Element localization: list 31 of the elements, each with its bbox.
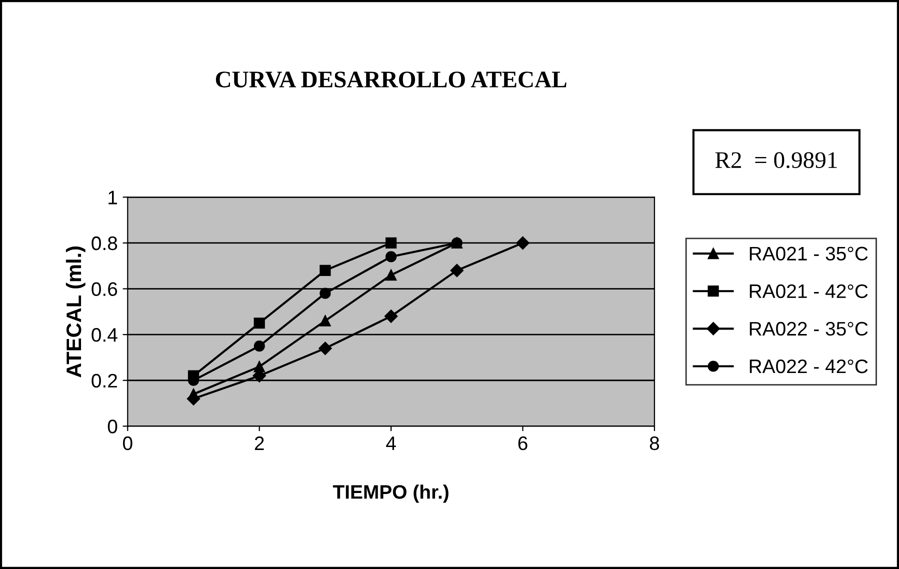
text: R2 = 0.9891 — [715, 152, 837, 168]
point — [320, 288, 331, 299]
legend-label: RA021 - 35°C — [750, 246, 868, 261]
y-tick-label: 0 — [108, 420, 118, 434]
point — [254, 318, 265, 329]
x-tick-label: 2 — [254, 436, 264, 450]
point — [386, 237, 397, 249]
y-tick-label: 0.4 — [92, 328, 118, 342]
point — [320, 315, 331, 326]
x-tick-label: 6 — [518, 436, 528, 450]
y-axis-title: ATECAL (ml.) — [66, 246, 86, 378]
point — [386, 251, 397, 262]
x-axis-title: TIEMPO (hr.) — [332, 484, 448, 503]
legend-label: RA022 - 35°C — [750, 322, 868, 336]
point — [318, 342, 332, 355]
y-tick-label: 0.6 — [92, 282, 118, 296]
point — [450, 264, 464, 278]
legend-label: RA021 - 42°C — [750, 284, 868, 298]
y-tick-label: 0.2 — [92, 374, 117, 388]
x-tick-label: 0 — [123, 436, 132, 450]
point — [386, 269, 397, 281]
x-tick-label: 4 — [386, 436, 396, 450]
point — [384, 310, 398, 323]
point — [320, 264, 331, 276]
y-tick-label: 0.8 — [92, 236, 118, 250]
x-tick-label: 8 — [650, 436, 660, 450]
chart-title: CURVA DESARROLLO ATECAL — [216, 72, 566, 88]
y-tick-label: 1 — [108, 190, 117, 204]
point — [516, 236, 530, 250]
point — [254, 340, 265, 352]
legend-label: RA022 - 42°C — [750, 359, 868, 374]
